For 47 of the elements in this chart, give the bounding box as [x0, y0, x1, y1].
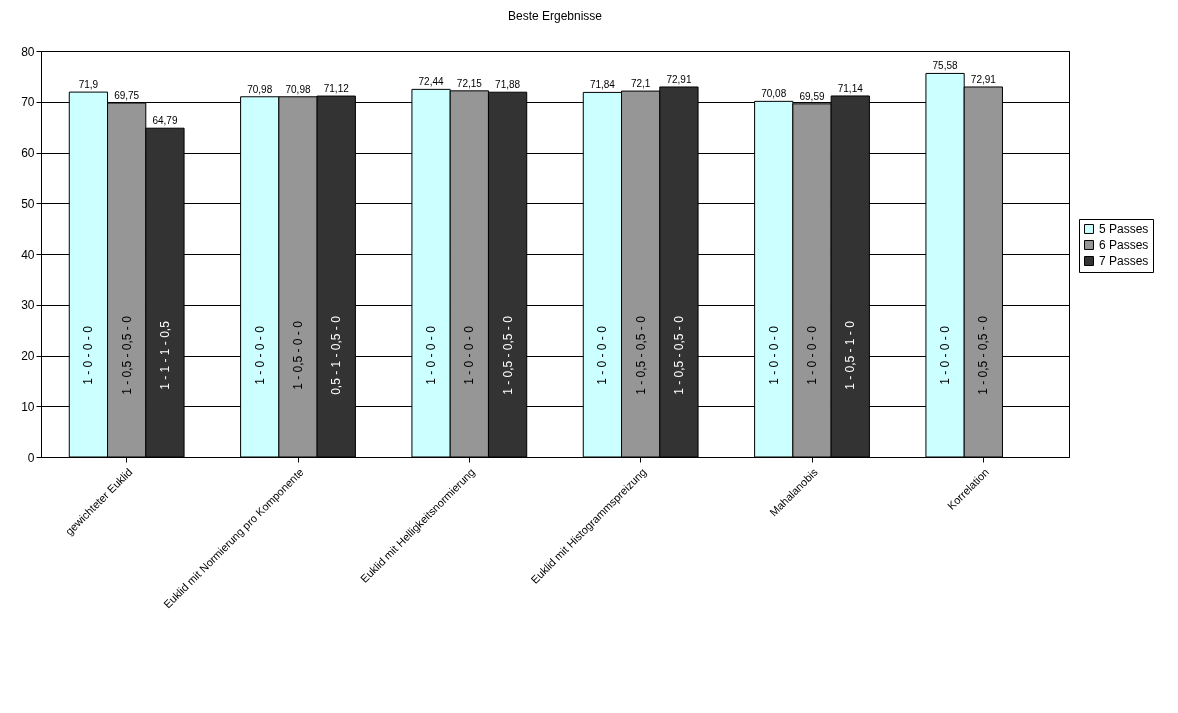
annotation: 1 - 0 - 0 - 0: [462, 325, 477, 385]
data-label: 72,91: [970, 73, 997, 85]
annotation: 0,5 - 1 - 0,5 - 0: [329, 315, 344, 395]
annotation: 1 - 0,5 - 0,5 - 0: [119, 315, 134, 395]
data-label: 75,58: [932, 60, 959, 72]
data-label: 72,91: [666, 73, 692, 85]
data-label: 71,88: [495, 79, 521, 91]
annotation: 1 - 0,5 - 0,5 - 0: [500, 315, 515, 395]
data-label: 70,08: [761, 88, 787, 100]
y-tick-label: 50: [21, 196, 35, 211]
data-label: 72,44: [418, 76, 445, 88]
annotation: 1 - 0 - 0 - 0: [595, 325, 610, 385]
data-label: 72,15: [456, 77, 483, 89]
data-label: 70,98: [247, 83, 273, 95]
y-tick-label: 80: [21, 44, 35, 59]
data-label: 72,1: [630, 78, 651, 90]
data-label: 71,14: [837, 82, 864, 94]
annotation: 1 - 0 - 0 - 0: [81, 325, 96, 385]
annotation: 1 - 0,5 - 0,5 - 0: [633, 315, 648, 395]
data-label: 64,79: [152, 115, 178, 127]
legend-label: 7 Passes: [1099, 254, 1149, 268]
annotation: 1 - 0,5 - 0,5 - 0: [976, 315, 991, 395]
data-label: 71,84: [589, 79, 616, 91]
annotation: 1 - 0 - 0 - 0: [766, 325, 781, 385]
chart-title: Beste Ergebnisse: [507, 9, 603, 23]
legend-label: 6 Passes: [1099, 238, 1149, 252]
y-tick-label: 10: [21, 399, 35, 414]
annotation: 1 - 0 - 0 - 0: [424, 325, 439, 385]
data-label: 69,75: [114, 90, 140, 102]
annotation: 1 - 0 - 0 - 0: [805, 325, 819, 385]
annotation: 1 - 0,5 - 0,5 - 0: [671, 315, 686, 395]
legend-label: 5 Passes: [1099, 222, 1149, 236]
annotation: 1 - 0,5 - 1 - 0: [843, 320, 858, 390]
data-label: 71,12: [323, 83, 350, 95]
y-tick-label: 30: [21, 298, 35, 313]
y-tick-label: 40: [21, 247, 35, 262]
annotation: 1 - 1 - 1 - 0,5: [157, 320, 172, 390]
y-tick-label: 70: [21, 95, 35, 110]
data-label: 71,9: [78, 79, 99, 91]
annotation: 1 - 0 - 0 - 0: [252, 325, 267, 385]
y-tick-label: 0: [27, 450, 35, 465]
data-label: 69,59: [799, 90, 825, 102]
data-label: 70,98: [285, 83, 311, 95]
annotation: 1 - 0,5 - 0 - 0: [291, 320, 305, 390]
y-tick-label: 60: [21, 146, 35, 160]
annotation: 1 - 0 - 0 - 0: [938, 325, 953, 385]
y-tick-label: 20: [21, 349, 35, 363]
